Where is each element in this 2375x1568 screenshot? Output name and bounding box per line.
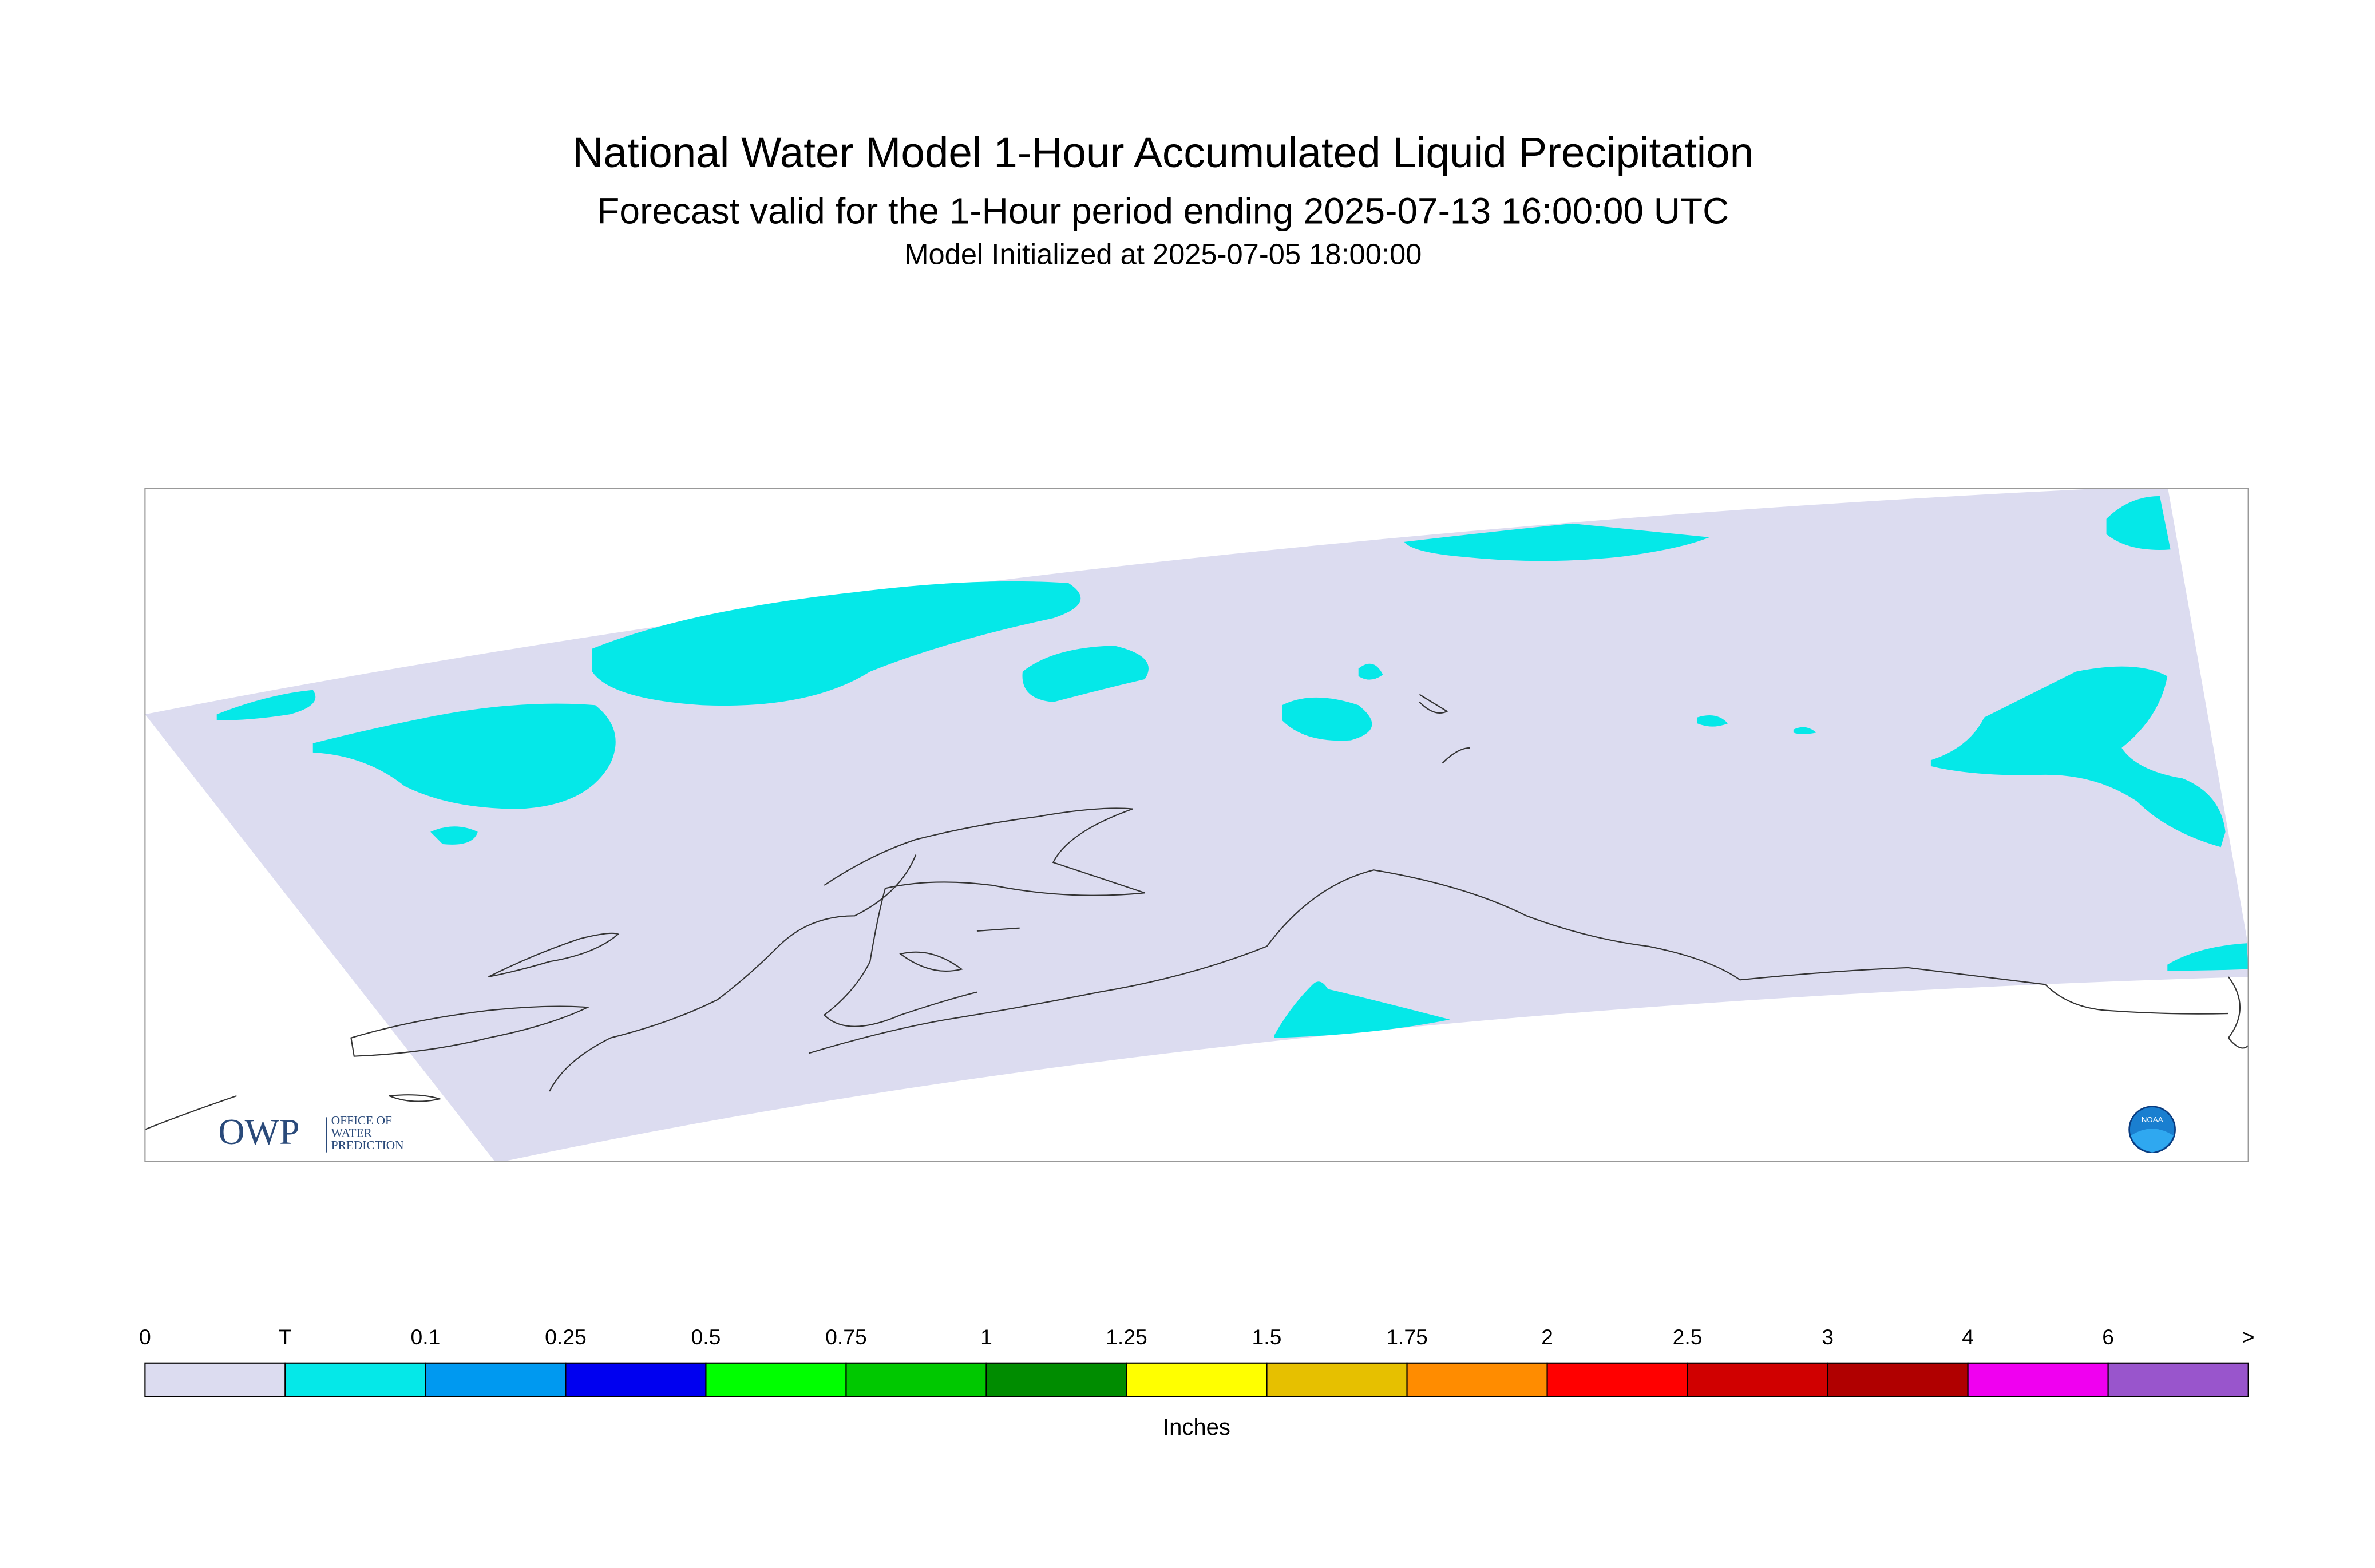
model-domain	[145, 488, 2249, 1162]
legend-swatch	[985, 1362, 1127, 1397]
legend-swatch	[845, 1362, 987, 1397]
legend-label: T	[279, 1325, 292, 1349]
legend-swatch	[1406, 1362, 1548, 1397]
title: National Water Model 1-Hour Accumulated …	[572, 128, 1753, 176]
owp-logo-text: OWP	[218, 1111, 299, 1152]
legend-label: >	[2242, 1325, 2255, 1349]
legend-swatch	[1687, 1362, 1828, 1397]
legend-swatch	[705, 1362, 847, 1397]
subtitle: Forecast valid for the 1-Hour period end…	[597, 190, 1729, 231]
owp-logo: OWP OFFICE OF WATER PREDICTION	[218, 1111, 404, 1153]
legend-label: 0	[139, 1325, 151, 1349]
legend-swatch	[284, 1362, 426, 1397]
legend-label: 1	[980, 1325, 992, 1349]
legend-unit: Inches	[1163, 1415, 1230, 1440]
owp-line: PREDICTION	[331, 1138, 404, 1152]
legend-swatch	[425, 1362, 567, 1397]
legend-label: 0.1	[410, 1325, 440, 1349]
legend-label: 0.25	[545, 1325, 587, 1349]
legend-swatch	[1266, 1362, 1408, 1397]
owp-line: WATER	[331, 1126, 373, 1140]
legend-swatch	[144, 1362, 286, 1397]
legend-label: 3	[1822, 1325, 1834, 1349]
map-frame	[144, 488, 2249, 1162]
legend-label: 6	[2102, 1325, 2114, 1349]
legend-swatch	[1126, 1362, 1268, 1397]
legend-label: 0.5	[691, 1325, 721, 1349]
legend-label: 4	[1962, 1325, 1974, 1349]
legend-swatch	[1827, 1362, 1969, 1397]
legend-label: 1.75	[1386, 1325, 1428, 1349]
init-time: Model Initialized at 2025-07-05 18:00:00	[904, 238, 1422, 271]
legend-label: 2.5	[1673, 1325, 1703, 1349]
legend-label: 2	[1541, 1325, 1553, 1349]
owp-line: OFFICE OF	[331, 1114, 392, 1127]
legend-swatch	[565, 1362, 707, 1397]
legend-swatch	[1967, 1362, 2109, 1397]
legend-label: 1.5	[1252, 1325, 1282, 1349]
legend-swatch	[1546, 1362, 1688, 1397]
precip-areas	[216, 496, 2249, 1038]
legend-swatch	[2107, 1362, 2249, 1397]
legend-label: 1.25	[1106, 1325, 1147, 1349]
map: OWP OFFICE OF WATER PREDICTION NOAA	[144, 488, 2249, 1162]
coastlines	[145, 694, 2249, 1130]
legend-label: 0.75	[825, 1325, 867, 1349]
noaa-text: NOAA	[2142, 1115, 2163, 1124]
noaa-logo: NOAA	[2128, 1106, 2176, 1154]
color-legend: 0 T 0.1 0.25 0.5 0.75 1 1.25 1.5 1.75 2 2.5 3 4 6 >	[139, 1325, 2255, 1397]
